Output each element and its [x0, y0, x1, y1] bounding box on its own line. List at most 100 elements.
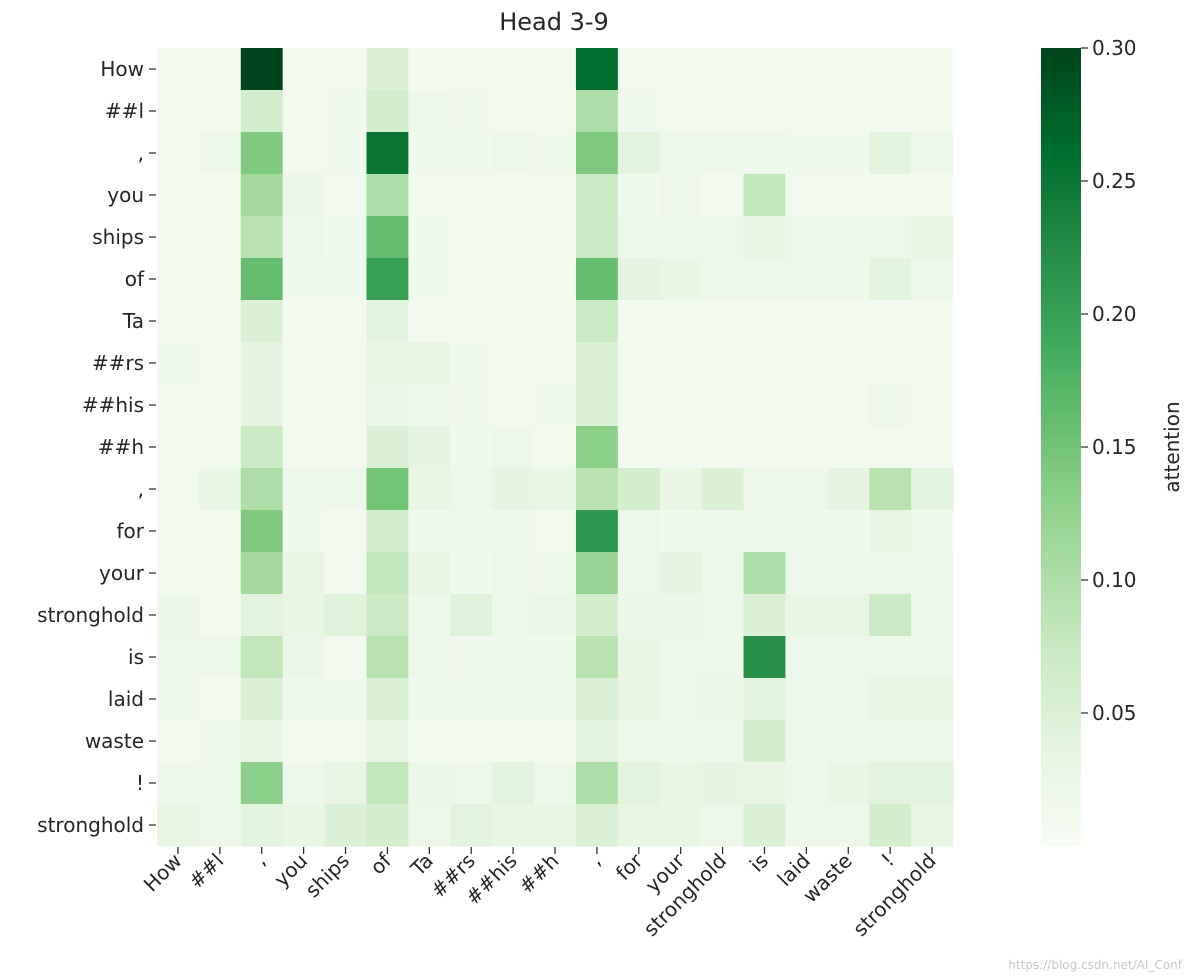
heatmap-cell: [282, 300, 326, 343]
heatmap-cell: [240, 48, 284, 91]
heatmap-cell: [492, 174, 535, 217]
heatmap-cell: [911, 90, 954, 133]
heatmap-cell: [408, 762, 451, 805]
watermark-text: https://blog.csdn.net/AI_Conf: [1008, 958, 1182, 972]
heatmap-cell: [198, 132, 242, 175]
heatmap-cell: [827, 90, 870, 133]
heatmap-cell: [869, 132, 912, 175]
heatmap-cell: [282, 132, 326, 175]
heatmap-cell: [701, 636, 745, 679]
heatmap-cell: [911, 762, 954, 805]
heatmap-cell: [659, 342, 703, 385]
heatmap-cell: [743, 384, 787, 427]
heatmap-cell: [659, 384, 703, 427]
heatmap-cell: [450, 468, 493, 511]
heatmap-cell: [157, 468, 200, 511]
heatmap-cell: [827, 384, 870, 427]
heatmap-cell: [240, 510, 284, 553]
heatmap-cell: [450, 48, 493, 91]
heatmap-cell: [240, 468, 284, 511]
heatmap-cell: [450, 258, 493, 301]
heatmap-cell: [827, 762, 870, 805]
heatmap-cell: [575, 258, 619, 301]
colorbar-tick-label: 0.05: [1092, 701, 1137, 725]
heatmap-cell: [659, 48, 703, 91]
x-tick-label: ships: [300, 849, 354, 903]
heatmap-cell: [911, 216, 954, 259]
heatmap-cell: [659, 216, 703, 259]
heatmap-cell: [701, 468, 745, 511]
heatmap-cell: [785, 594, 828, 637]
heatmap-cell: [534, 342, 577, 385]
heatmap-cell: [366, 300, 409, 343]
y-tick-label: is: [128, 645, 144, 669]
heatmap-cell: [450, 426, 493, 469]
heatmap-cell: [324, 720, 368, 763]
heatmap-cell: [408, 552, 451, 595]
heatmap-cell: [534, 468, 577, 511]
heatmap-cell: [198, 720, 242, 763]
heatmap-cell: [240, 216, 284, 259]
colorbar-tick-label: 0.10: [1092, 568, 1137, 592]
heatmap-cell: [240, 300, 284, 343]
heatmap-cell: [157, 762, 200, 805]
heatmap-cell: [492, 678, 535, 721]
heatmap-cell: [198, 552, 242, 595]
heatmap-cell: [743, 216, 787, 259]
heatmap-cell: [198, 90, 242, 133]
heatmap-cell: [785, 510, 828, 553]
heatmap-cell: [282, 510, 326, 553]
heatmap-cell: [911, 48, 954, 91]
heatmap-cell: [408, 426, 451, 469]
heatmap-cell: [701, 48, 745, 91]
heatmap-cell: [575, 720, 619, 763]
heatmap-cell: [701, 300, 745, 343]
heatmap-cell: [785, 804, 828, 847]
heatmap-cell: [743, 174, 787, 217]
heatmap-cell: [366, 678, 409, 721]
heatmap-cell: [869, 174, 912, 217]
heatmap-cell: [366, 762, 409, 805]
heatmap-cell: [366, 636, 409, 679]
heatmap-cell: [324, 174, 368, 217]
heatmap-cell: [282, 720, 326, 763]
heatmap-cell: [869, 48, 912, 91]
heatmap-cell: [324, 468, 368, 511]
heatmap-cell: [575, 342, 619, 385]
heatmap-cell: [198, 342, 242, 385]
heatmap-cell: [659, 132, 703, 175]
x-tick-label: !: [876, 849, 899, 872]
heatmap-cell: [659, 804, 703, 847]
y-tick-label: ships: [92, 225, 144, 249]
heatmap-cell: [575, 48, 619, 91]
heatmap-cell: [869, 426, 912, 469]
heatmap-cell: [324, 678, 368, 721]
heatmap-cell: [366, 552, 409, 595]
y-tick-label: for: [117, 519, 145, 543]
heatmap-cell: [157, 90, 200, 133]
heatmap-cell: [785, 678, 828, 721]
heatmap-cell: [617, 468, 661, 511]
heatmap-cell: [743, 636, 787, 679]
heatmap-cell: [157, 720, 200, 763]
heatmap-cell: [157, 300, 200, 343]
heatmap-cell: [534, 594, 577, 637]
heatmap-cell: [785, 90, 828, 133]
heatmap-cell: [366, 90, 409, 133]
heatmap-cell: [240, 342, 284, 385]
heatmap-cell: [743, 132, 787, 175]
heatmap-cell: [911, 300, 954, 343]
heatmap-cell: [575, 300, 619, 343]
heatmap-cell: [785, 426, 828, 469]
heatmap-cell: [324, 510, 368, 553]
heatmap-cell: [157, 636, 200, 679]
heatmap-cell: [282, 48, 326, 91]
heatmap-cell: [198, 216, 242, 259]
y-tick-label: laid: [108, 687, 144, 711]
heatmap-cell: [659, 720, 703, 763]
heatmap-cell: [534, 510, 577, 553]
heatmap-cell: [157, 48, 200, 91]
heatmap-cell: [701, 594, 745, 637]
heatmap-cell: [157, 216, 200, 259]
heatmap-cell: [827, 300, 870, 343]
